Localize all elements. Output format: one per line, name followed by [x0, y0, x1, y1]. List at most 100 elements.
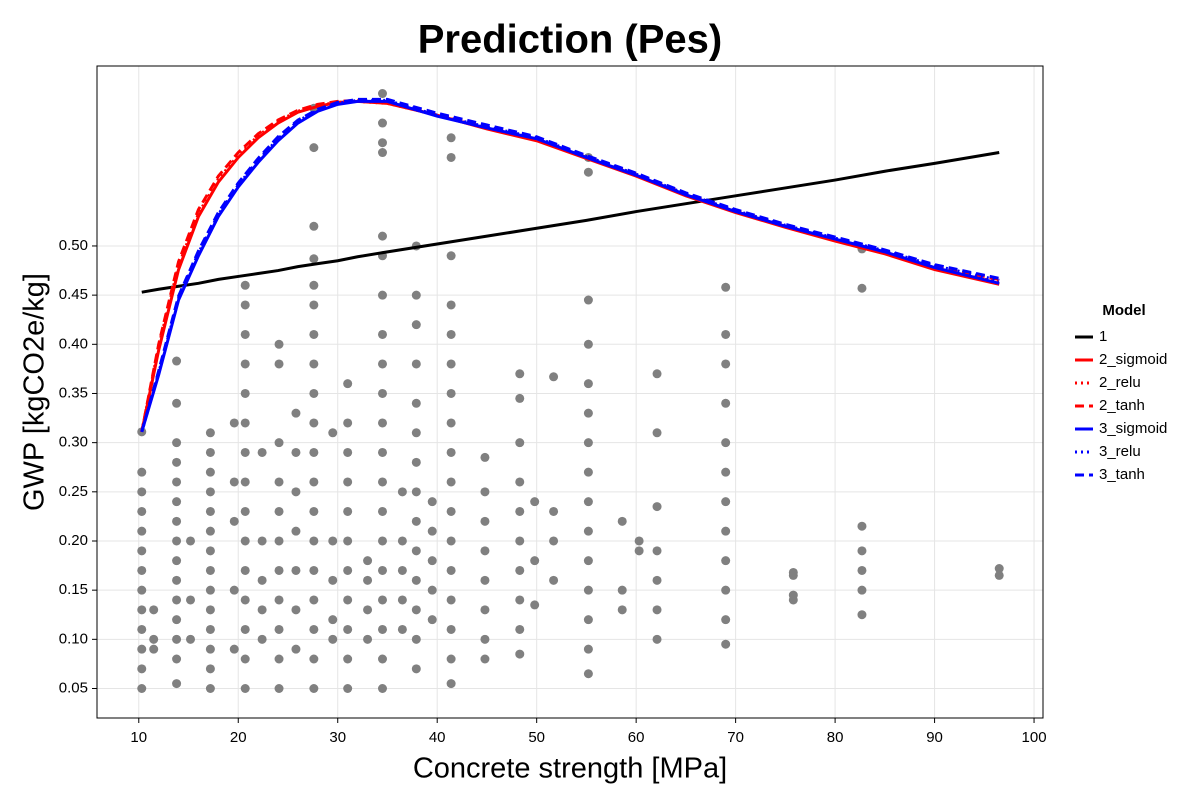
- scatter-point: [515, 438, 525, 448]
- scatter-point: [291, 644, 301, 654]
- x-tick-label: 50: [528, 729, 545, 746]
- scatter-point: [186, 634, 196, 644]
- y-tick-label: 0.20: [59, 532, 88, 549]
- scatter-point: [721, 556, 731, 566]
- scatter-point: [172, 654, 182, 664]
- model-line: [140, 97, 1000, 433]
- scatter-point: [137, 506, 147, 516]
- scatter-point: [274, 359, 284, 369]
- scatter-point: [377, 477, 387, 487]
- scatter-point: [446, 251, 456, 261]
- scatter-point: [309, 418, 319, 428]
- scatter-point: [240, 565, 250, 575]
- scatter-point: [240, 359, 250, 369]
- scatter-point: [427, 585, 437, 595]
- scatter-point: [411, 290, 421, 300]
- scatter-point: [617, 605, 627, 615]
- scatter-point: [343, 595, 353, 605]
- y-tick-label: 0.40: [59, 335, 88, 352]
- scatter-point: [377, 654, 387, 664]
- scatter-point: [427, 497, 437, 507]
- scatter-point: [309, 536, 319, 546]
- scatter-point: [377, 565, 387, 575]
- y-tick-label: 0.05: [59, 679, 88, 696]
- scatter-point: [411, 575, 421, 585]
- scatter-point: [721, 282, 731, 292]
- scatter-point: [994, 570, 1004, 580]
- scatter-point: [240, 300, 250, 310]
- scatter-point: [411, 487, 421, 497]
- scatter-point: [583, 644, 593, 654]
- scatter-point: [205, 624, 215, 634]
- scatter-point: [411, 664, 421, 674]
- scatter-point: [343, 536, 353, 546]
- scatter-point: [515, 624, 525, 634]
- scatter-point: [721, 585, 731, 595]
- x-axis-label: Concrete strength [MPa]: [413, 753, 727, 785]
- scatter-point: [446, 624, 456, 634]
- scatter-point: [397, 487, 407, 497]
- scatter-point: [229, 644, 239, 654]
- scatter-point: [652, 428, 662, 438]
- scatter-point: [446, 133, 456, 143]
- scatter-point: [205, 605, 215, 615]
- scatter-point: [634, 536, 644, 546]
- scatter-point: [377, 536, 387, 546]
- scatter-point: [480, 452, 490, 462]
- scatter-point: [309, 477, 319, 487]
- legend-label: 3_relu: [1099, 443, 1141, 460]
- scatter-point: [309, 683, 319, 693]
- x-tick-label: 100: [1022, 729, 1047, 746]
- scatter-point: [343, 418, 353, 428]
- scatter-point: [309, 143, 319, 153]
- scatter-point: [240, 654, 250, 664]
- scatter-point: [137, 487, 147, 497]
- scatter-point: [446, 536, 456, 546]
- scatter-point: [274, 477, 284, 487]
- scatter-point: [257, 536, 267, 546]
- scatter-point: [172, 556, 182, 566]
- scatter-point: [857, 521, 867, 531]
- scatter-point: [309, 506, 319, 516]
- model-line: [141, 151, 1000, 294]
- scatter-point: [291, 526, 301, 536]
- scatter-point: [257, 605, 267, 615]
- scatter-point: [583, 339, 593, 349]
- legend-title: Model: [1102, 302, 1145, 319]
- scatter-point: [994, 564, 1004, 574]
- scatter-point: [137, 683, 147, 693]
- scatter-point: [137, 565, 147, 575]
- y-tick-label: 0.50: [59, 237, 88, 254]
- scatter-point: [446, 300, 456, 310]
- scatter-point: [328, 536, 338, 546]
- scatter-point: [515, 649, 525, 659]
- scatter-point: [240, 388, 250, 398]
- scatter-point: [309, 221, 319, 231]
- y-tick-label: 0.25: [59, 483, 88, 500]
- scatter-point: [137, 624, 147, 634]
- scatter-point: [788, 567, 798, 577]
- legend-label: 3_tanh: [1099, 466, 1145, 483]
- scatter-point: [583, 379, 593, 389]
- scatter-point: [480, 654, 490, 664]
- scatter-point: [205, 565, 215, 575]
- scatter-point: [309, 300, 319, 310]
- scatter-point: [788, 590, 798, 600]
- scatter-point: [377, 683, 387, 693]
- scatter-point: [229, 477, 239, 487]
- scatter-point: [240, 683, 250, 693]
- scatter-point: [363, 575, 373, 585]
- scatter-point: [411, 605, 421, 615]
- scatter-point: [446, 359, 456, 369]
- scatter-point: [309, 280, 319, 290]
- scatter-point: [857, 546, 867, 556]
- scatter-point: [257, 447, 267, 457]
- scatter-point: [377, 89, 387, 99]
- scatter-point: [274, 683, 284, 693]
- scatter-point: [172, 575, 182, 585]
- scatter-point: [857, 565, 867, 575]
- scatter-point: [328, 615, 338, 625]
- scatter-point: [291, 447, 301, 457]
- scatter-point: [343, 654, 353, 664]
